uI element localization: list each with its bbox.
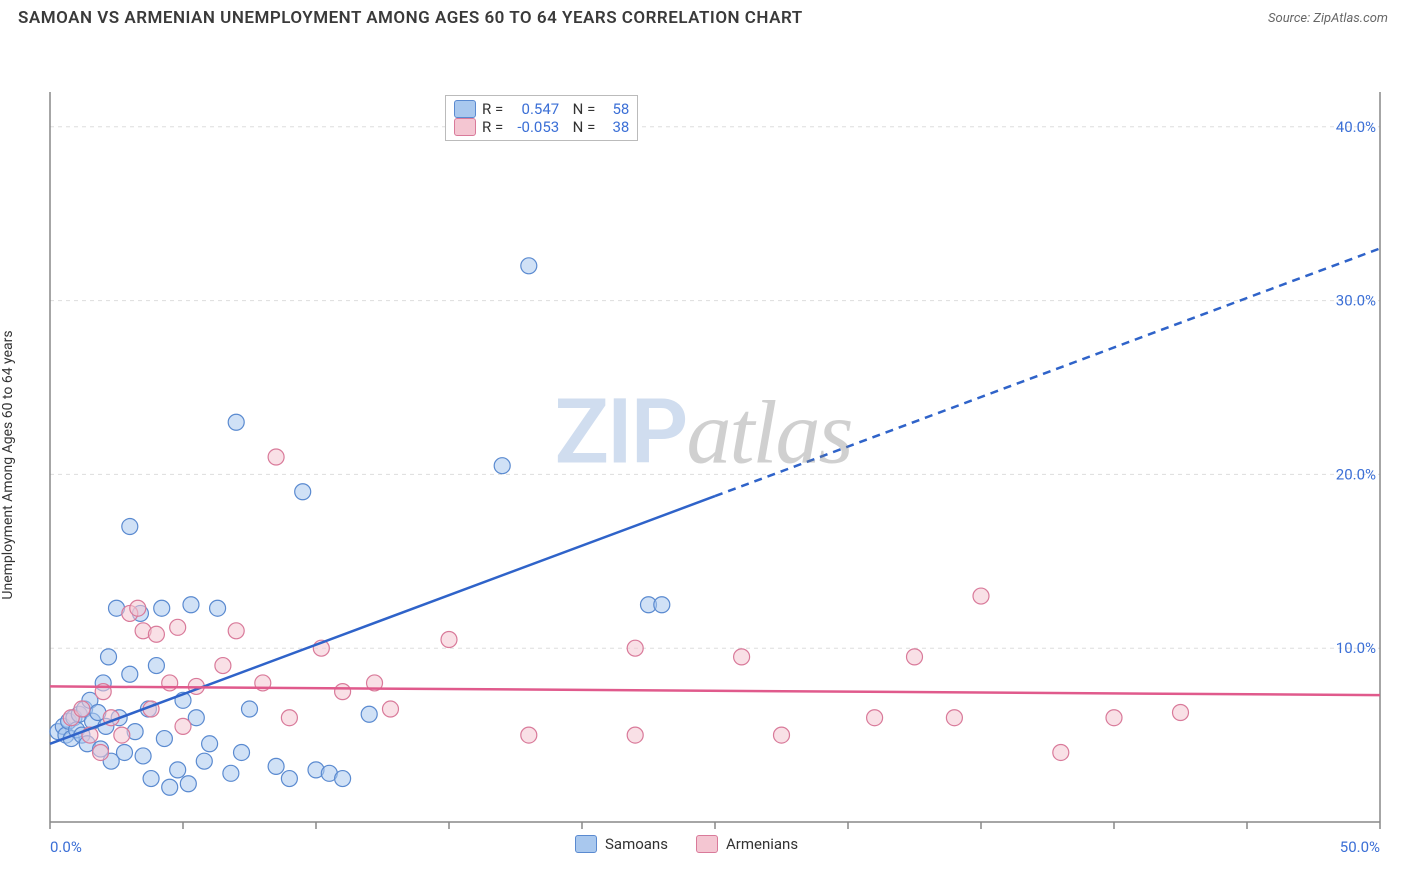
n-label: N = bbox=[565, 100, 595, 118]
correlation-row: R = 0.547 N = 58 bbox=[454, 100, 629, 118]
svg-text:40.0%: 40.0% bbox=[1336, 118, 1376, 136]
y-axis-label: Unemployment Among Ages 60 to 64 years bbox=[0, 330, 16, 599]
legend-item: Samoans bbox=[575, 835, 668, 853]
n-value: 58 bbox=[601, 100, 629, 118]
svg-text:50.0%: 50.0% bbox=[1340, 838, 1380, 856]
r-label: R = bbox=[482, 100, 503, 118]
legend-swatch bbox=[696, 835, 718, 853]
correlation-legend: R = 0.547 N = 58 R = -0.053 N = 38 bbox=[445, 95, 638, 141]
legend-label: Armenians bbox=[726, 835, 798, 853]
source-label: Source: ZipAtlas.com bbox=[1268, 11, 1388, 26]
r-value: -0.053 bbox=[509, 118, 559, 136]
legend-item: Armenians bbox=[696, 835, 798, 853]
legend-label: Samoans bbox=[605, 835, 668, 853]
svg-text:0.0%: 0.0% bbox=[50, 838, 82, 856]
n-value: 38 bbox=[601, 118, 629, 136]
svg-text:30.0%: 30.0% bbox=[1336, 292, 1376, 310]
scatter-chart: 10.0% 20.0% 30.0% 40.0% 0.0% 50.0% bbox=[0, 32, 1406, 872]
n-label: N = bbox=[565, 118, 595, 136]
legend-swatch bbox=[575, 835, 597, 853]
legend-swatch bbox=[454, 100, 476, 118]
chart-title: SAMOAN VS ARMENIAN UNEMPLOYMENT AMONG AG… bbox=[18, 8, 803, 28]
correlation-row: R = -0.053 N = 38 bbox=[454, 118, 629, 136]
series-legend: Samoans Armenians bbox=[575, 835, 798, 853]
r-label: R = bbox=[482, 118, 503, 136]
svg-text:20.0%: 20.0% bbox=[1336, 465, 1376, 483]
legend-swatch bbox=[454, 118, 476, 136]
svg-text:10.0%: 10.0% bbox=[1336, 639, 1376, 657]
r-value: 0.547 bbox=[509, 100, 559, 118]
title-bar: SAMOAN VS ARMENIAN UNEMPLOYMENT AMONG AG… bbox=[0, 0, 1406, 32]
chart-area: Unemployment Among Ages 60 to 64 years 1… bbox=[0, 32, 1406, 882]
